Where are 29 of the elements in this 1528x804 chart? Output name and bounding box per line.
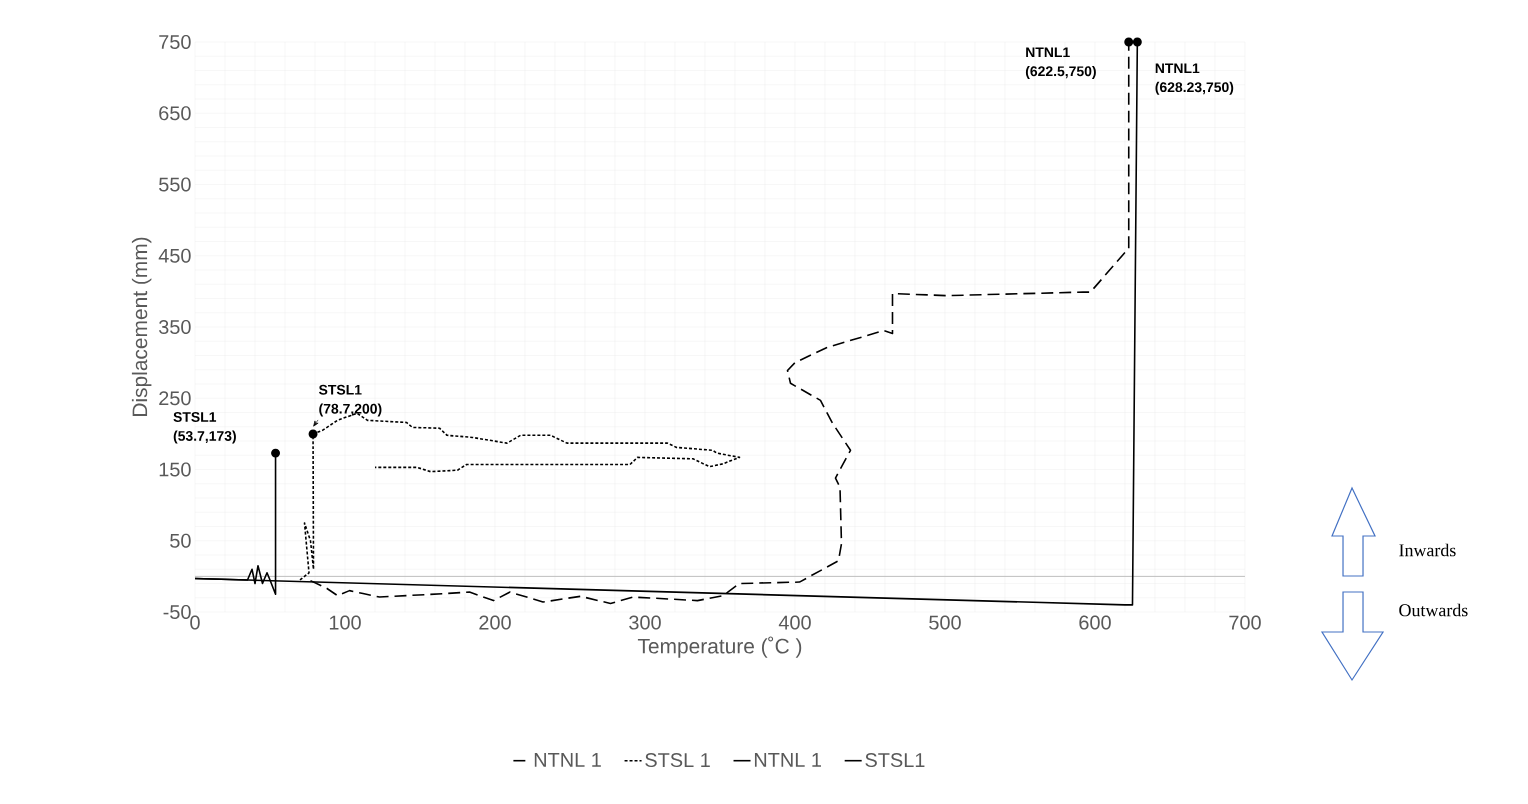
y-tick-label: 450	[158, 248, 191, 263]
y-tick-label: 250	[159, 391, 191, 406]
annotation: STSL1 (78.7,200)	[318, 384, 382, 417]
x-axis-title: Temperature (˚C )	[637, 636, 802, 658]
x-tick-label: 700	[1229, 615, 1261, 630]
x-tick-label: 300	[629, 615, 661, 630]
x-tick-label: 100	[329, 615, 361, 630]
legend-label: NTNL 1	[754, 753, 821, 767]
annotation: STSL1 (53.7,173)	[173, 412, 236, 444]
x-tick-label: 500	[929, 615, 961, 630]
x-tick-label: 400	[778, 615, 811, 630]
y-tick-label: 750	[159, 34, 191, 50]
x-tick-label: 0	[190, 615, 200, 630]
x-tick-label: 600	[1079, 615, 1111, 630]
y-tick-label: 150	[159, 462, 191, 477]
y-tick-label: 50	[170, 533, 191, 548]
y-tick-label: 350	[159, 319, 191, 335]
y-axis-title: Displacement (mm)	[131, 237, 152, 416]
legend-label: STSL 1	[645, 752, 710, 768]
annotation: NTNL1 (628.23,750)	[1155, 63, 1234, 95]
y-tick-label: 650	[159, 106, 191, 121]
x-tick-label: 200	[479, 615, 511, 630]
legend-label: STSL1	[865, 752, 925, 768]
legend-label: NTNL 1	[534, 753, 601, 767]
annotation: NTNL1 (622.5,750)	[1025, 47, 1096, 79]
text: Inwards	[1399, 543, 1456, 557]
text: Outwards	[1399, 603, 1468, 617]
y-tick-label: -50	[163, 604, 191, 620]
y-tick-label: 550	[159, 177, 191, 192]
